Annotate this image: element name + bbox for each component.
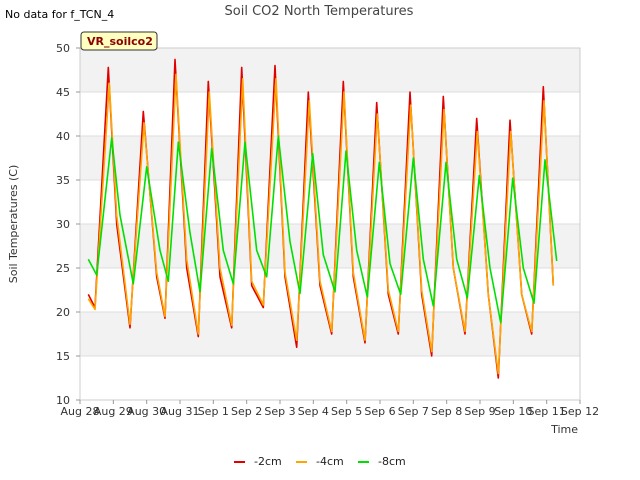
legend-label: -8cm <box>378 455 406 468</box>
plot-band <box>80 48 580 92</box>
y-axis: 10 15 20 25 30 35 40 45 50 <box>56 42 80 407</box>
y-tick-label: 50 <box>56 42 70 55</box>
x-tick-label: Aug 29 <box>94 405 133 418</box>
x-tick-label: Sep 9 <box>464 405 495 418</box>
chart-title: Soil CO2 North Temperatures <box>225 4 414 19</box>
x-tick-label: Sep 3 <box>264 405 295 418</box>
y-tick-label: 10 <box>56 394 70 407</box>
x-tick-label: Aug 28 <box>61 405 100 418</box>
x-tick-label: Sep 4 <box>298 405 329 418</box>
series-line-8cm <box>87 135 558 324</box>
y-tick-label: 20 <box>56 306 70 319</box>
x-tick-label: Sep 11 <box>528 405 566 418</box>
y-axis-label: Soil Temperatures (C) <box>7 165 20 284</box>
series-line-2cm <box>87 58 555 379</box>
y-tick-label: 35 <box>56 174 70 187</box>
x-tick-label: Sep 10 <box>494 405 532 418</box>
plot-bands <box>80 48 580 356</box>
x-tick-label: Aug 30 <box>127 405 166 418</box>
series-line-4cm <box>87 73 555 375</box>
x-tick-label: Aug 31 <box>161 405 200 418</box>
legend-label: -4cm <box>316 455 344 468</box>
series-lines <box>87 58 558 379</box>
y-tick-label: 15 <box>56 350 70 363</box>
x-tick-label: Sep 1 <box>198 405 229 418</box>
x-tick-label: Sep 7 <box>398 405 429 418</box>
x-axis-label: Time <box>550 423 578 436</box>
badge: VR_soilco2 <box>80 31 158 51</box>
y-tick-label: 45 <box>56 86 70 99</box>
plot-band <box>80 312 580 356</box>
plot-band <box>80 136 580 180</box>
y-tick-label: 30 <box>56 218 70 231</box>
x-tick-label: Sep 6 <box>364 405 395 418</box>
legend: -2cm -4cm -8cm <box>234 455 406 468</box>
badge-box <box>80 31 158 51</box>
x-tick-label: Sep 2 <box>231 405 262 418</box>
x-tick-label: Sep 5 <box>331 405 362 418</box>
y-tick-label: 40 <box>56 130 70 143</box>
x-tick-label: Sep 8 <box>431 405 462 418</box>
badge-label: VR_soilco2 <box>87 35 153 48</box>
x-tick-label: Sep 12 <box>561 405 599 418</box>
legend-label: -2cm <box>254 455 282 468</box>
no-data-note: No data for f_TCN_4 <box>5 8 115 21</box>
y-tick-label: 25 <box>56 262 70 275</box>
